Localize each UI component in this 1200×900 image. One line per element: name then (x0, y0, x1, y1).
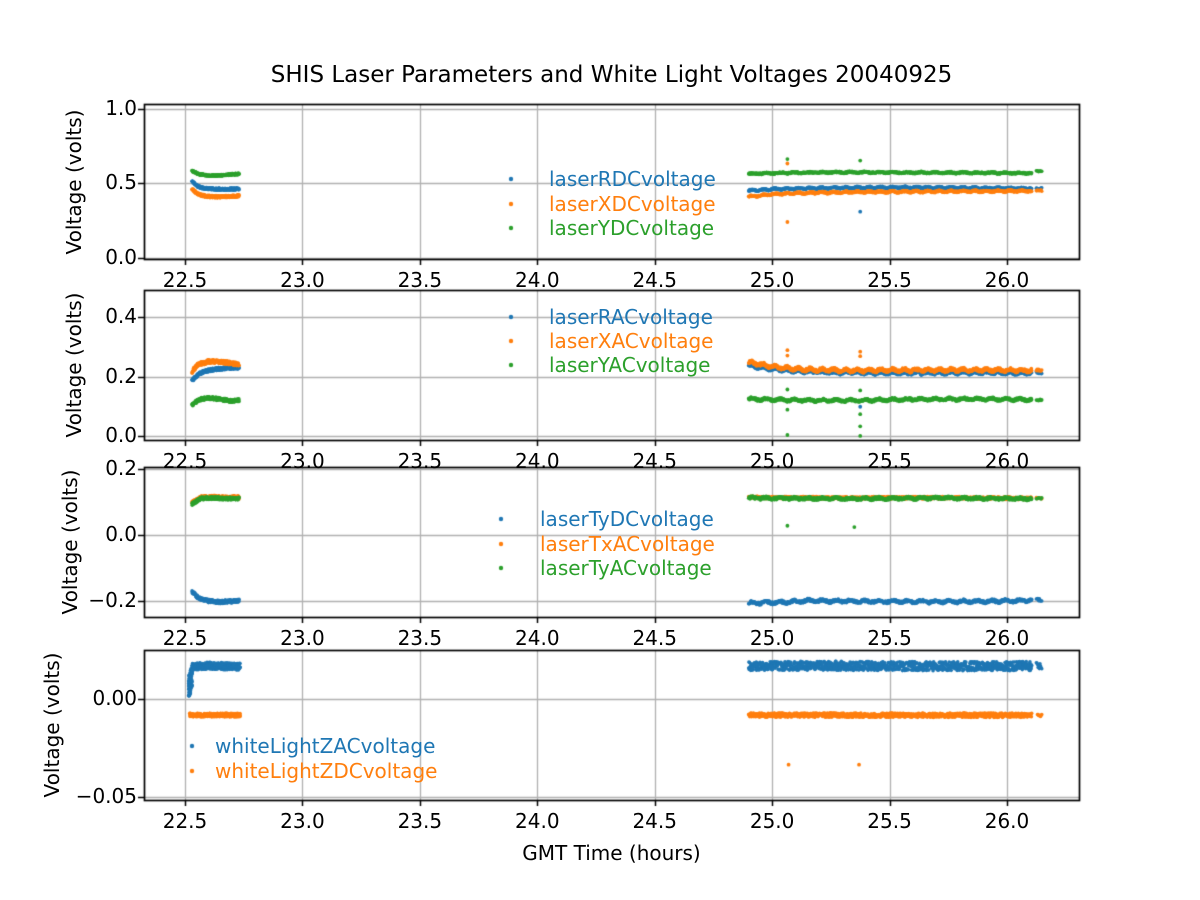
legend-label-laserTyACvoltage: laserTyACvoltage (540, 556, 712, 580)
y-axis-title-subplot-2: Voltage (volts) (62, 292, 86, 438)
legend-label-laserTyDCvoltage: laserTyDCvoltage (540, 507, 714, 531)
x-tick-label: 25.0 (749, 626, 795, 650)
x-tick-label: 24.5 (632, 268, 677, 292)
x-tick-label: 25.5 (867, 449, 912, 473)
legend-label-laserTxACvoltage: laserTxACvoltage (540, 532, 715, 556)
x-tick-label: 23.5 (397, 268, 443, 292)
x-tick-label: 23.0 (280, 268, 325, 292)
x-tick-label: 25.5 (867, 809, 912, 833)
x-tick-label: 22.5 (162, 268, 208, 292)
x-tick-label: 22.5 (162, 449, 208, 473)
x-tick-label: 24.0 (515, 268, 560, 292)
x-tick-label: 22.5 (162, 626, 208, 650)
y-tick-label: 1.0 (105, 96, 137, 121)
y-axis-title-subplot-3: Voltage (volts) (58, 469, 82, 615)
y-axis-title-subplot-4: Voltage (volts) (40, 652, 64, 798)
x-tick-label: 25.0 (749, 449, 795, 473)
y-tick-label: 0.0 (105, 423, 137, 448)
x-tick-label: 24.5 (632, 449, 677, 473)
x-tick-label: 23.0 (280, 809, 325, 833)
legend-label-laserYACvoltage: laserYACvoltage (549, 353, 711, 377)
y-tick-label: 0.5 (105, 170, 137, 195)
y-tick-label: 0.00 (92, 686, 137, 711)
legend-label-laserYDCvoltage: laserYDCvoltage (549, 216, 715, 240)
y-tick-label: 0.2 (105, 363, 137, 388)
x-tick-label: 25.0 (749, 268, 795, 292)
x-tick-label: 24.5 (632, 809, 677, 833)
x-tick-label: 26.0 (984, 268, 1030, 292)
y-tick-label: 0.0 (105, 522, 137, 546)
x-tick-label: 24.0 (515, 809, 560, 833)
x-axis-title: GMT Time (hours) (522, 841, 701, 865)
y-tick-label: 0.0 (105, 244, 137, 269)
x-tick-label: 23.5 (397, 809, 443, 833)
y-axis-title-subplot-1: Voltage (volts) (62, 109, 86, 254)
legend-label-laserRACvoltage: laserRACvoltage (549, 305, 713, 329)
legend-label-laserXDCvoltage: laserXDCvoltage (549, 192, 716, 216)
x-tick-label: 26.0 (984, 809, 1030, 833)
x-tick-label: 24.0 (515, 449, 560, 473)
x-tick-label: 26.0 (984, 449, 1030, 473)
x-tick-label: 26.0 (984, 626, 1030, 650)
y-tick-label: 0.4 (105, 304, 137, 329)
x-tick-label: 23.5 (397, 626, 443, 650)
x-tick-label: 24.5 (632, 626, 677, 650)
x-tick-label: 25.0 (749, 809, 795, 833)
x-tick-label: 25.5 (867, 268, 912, 292)
legend-label-laserRDCvoltage: laserRDCvoltage (549, 167, 716, 191)
legend-label-whiteLightZDCvoltage: whiteLightZDCvoltage (215, 759, 438, 783)
x-tick-label: 25.5 (867, 626, 912, 650)
x-tick-label: 22.5 (162, 809, 208, 833)
y-tick-label: −0.05 (75, 784, 137, 809)
x-tick-label: 23.0 (280, 449, 325, 473)
y-tick-label: 0.2 (105, 456, 137, 480)
x-tick-label: 23.5 (397, 449, 443, 473)
x-tick-label: 23.0 (280, 626, 325, 650)
legend-label-laserXACvoltage: laserXACvoltage (549, 329, 714, 353)
x-tick-label: 24.0 (515, 626, 560, 650)
legend-label-whiteLightZACvoltage: whiteLightZACvoltage (215, 734, 436, 758)
chart-title: SHIS Laser Parameters and White Light Vo… (270, 62, 953, 88)
y-tick-label: −0.2 (88, 587, 137, 612)
